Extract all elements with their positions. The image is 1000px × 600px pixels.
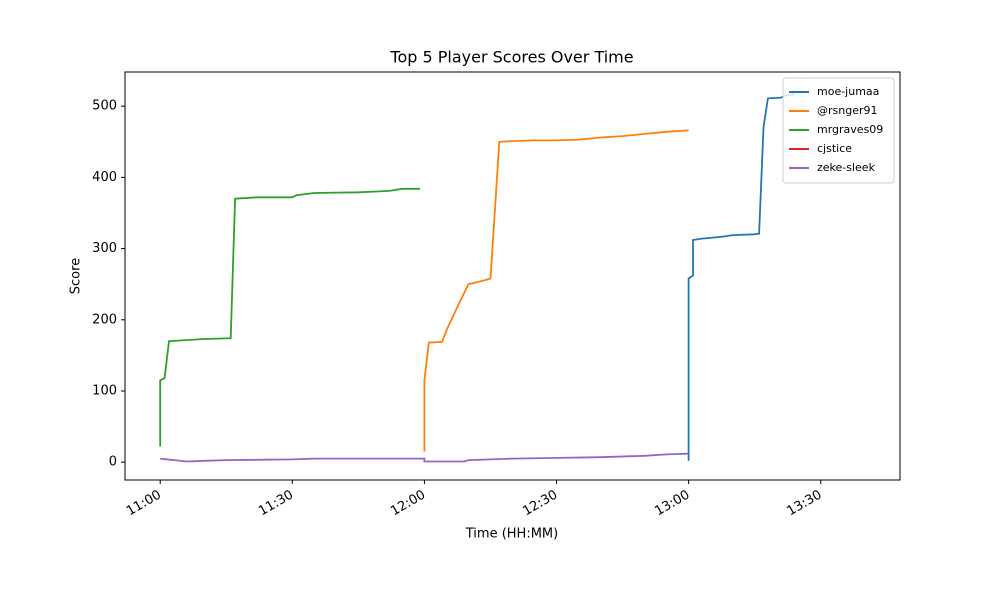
series-line (423, 129, 689, 452)
legend-label: cjstice (817, 142, 852, 155)
x-tick-label: 13:30 (785, 488, 825, 520)
legend-label: mrgraves09 (817, 123, 883, 136)
y-tick-label: 300 (92, 241, 117, 256)
legend-label: zeke-sleek (817, 161, 876, 174)
x-axis-label: Time (HH:MM) (465, 527, 558, 542)
legend-box (782, 77, 895, 184)
legend-label: moe-jumaa (817, 85, 879, 98)
x-tick-label: 11:30 (256, 488, 296, 520)
legend: moe-jumaa @rsnger91 mrgraves09 cjstice zeke-… (782, 77, 895, 184)
y-tick-label: 100 (92, 383, 117, 398)
y-tick-label: 500 (92, 99, 117, 114)
x-tick-label: 12:00 (388, 488, 428, 520)
y-tick-label: 200 (92, 312, 117, 327)
series-line (160, 452, 689, 463)
x-tick-label: 12:30 (520, 488, 560, 520)
y-axis-label: Score (69, 258, 84, 294)
x-tick-label: 11:00 (124, 488, 164, 520)
plot-frame (124, 71, 901, 481)
series-line (159, 187, 420, 447)
x-tick-label: 13:00 (652, 488, 692, 520)
y-tick-label: 0 (109, 455, 117, 470)
legend-label: @rsnger91 (817, 104, 878, 117)
series-line (687, 93, 795, 461)
chart-title: Top 5 Player Scores Over Time (389, 48, 633, 67)
y-tick-label: 400 (92, 170, 117, 185)
